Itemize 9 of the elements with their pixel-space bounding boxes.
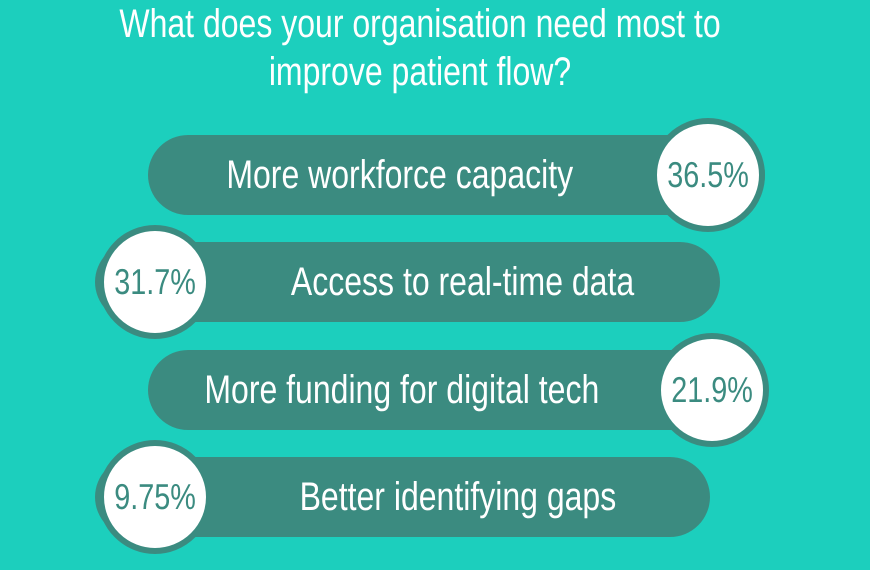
category-label: More workforce capacity xyxy=(226,152,573,198)
data-label: 9.75% xyxy=(114,476,196,518)
data-label: 36.5% xyxy=(667,154,749,196)
data-label: 21.9% xyxy=(671,369,753,411)
category-label: Better identifying gaps xyxy=(299,474,616,520)
data-label: 31.7% xyxy=(114,261,196,303)
text: What does your organisation need most to improve patient flow? xyxy=(118,1,722,96)
category-label: Access to real-time data xyxy=(290,260,634,304)
category-label: More funding for digital tech xyxy=(204,368,599,412)
